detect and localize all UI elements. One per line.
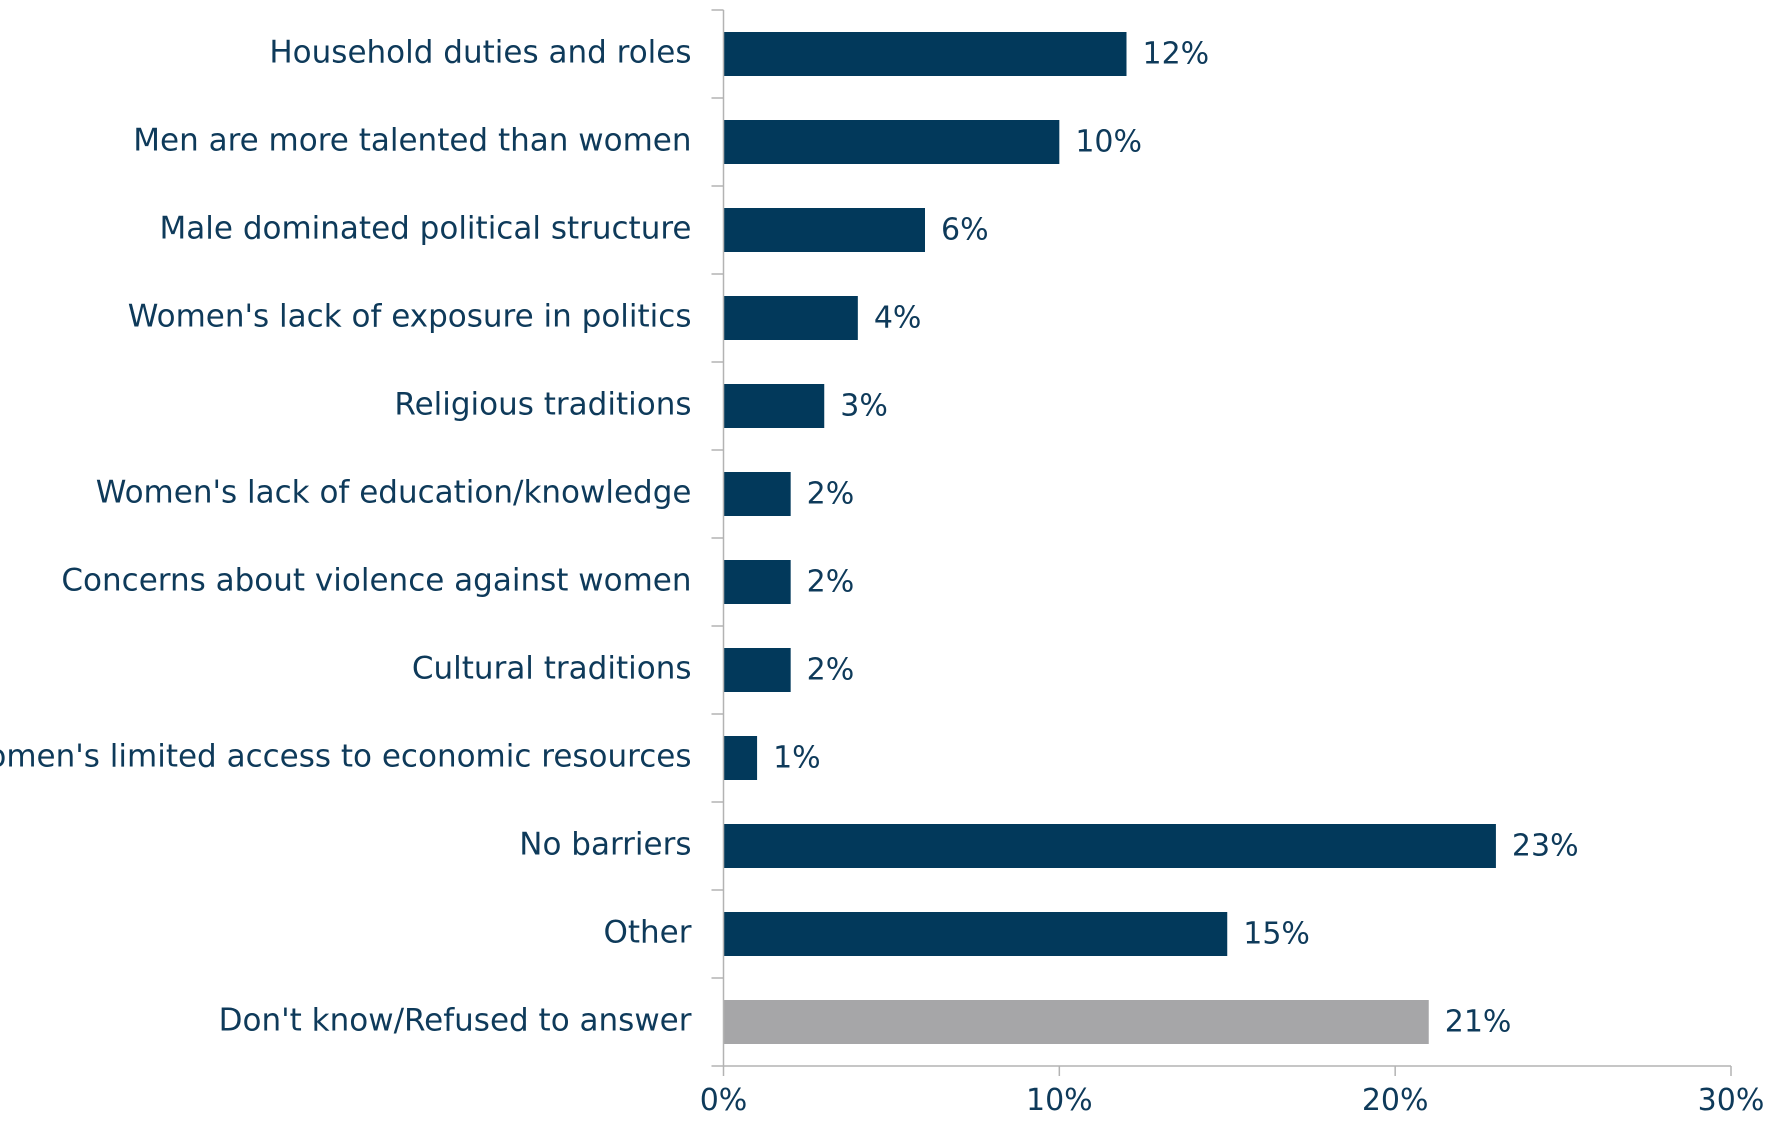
bar [723,912,1228,956]
axes [722,10,1731,1067]
category-label: Household duties and roles [269,35,691,71]
bar [723,472,791,516]
bar [723,32,1127,76]
data-label: 6% [941,213,989,248]
category-label: Concerns about violence against women [61,563,691,599]
data-label: 4% [874,301,922,336]
bar [723,736,758,780]
bar [723,560,791,604]
category-label: Women's lack of exposure in politics [128,299,692,335]
data-label: 10% [1075,125,1142,160]
bar [723,208,925,252]
category-label: Male dominated political structure [160,211,692,247]
bar [723,120,1060,164]
axis-ticks [711,9,1732,1076]
category-label: Women's limited access to economic resou… [0,739,692,775]
x-tick-labels: 0% 10% 20% 30% [700,1083,1765,1118]
category-label: Religious traditions [394,387,691,423]
data-label: 23% [1512,829,1579,864]
x-tick-label: 20% [1362,1083,1429,1118]
category-label: Other [603,915,691,951]
data-label: 1% [773,741,821,776]
category-labels: Household duties and roles Men are more t… [0,35,692,1039]
category-label: Women's lack of education/knowledge [96,475,692,511]
data-label: 21% [1445,1005,1512,1040]
x-tick-label: 0% [700,1083,748,1118]
bar [723,384,825,428]
bars-group [723,32,1496,1044]
data-label: 2% [807,477,855,512]
x-tick-label: 10% [1026,1083,1093,1118]
data-label: 2% [807,653,855,688]
bar [723,824,1496,868]
category-label: No barriers [519,827,691,863]
bar [723,648,791,692]
bar [723,296,858,340]
data-label: 12% [1143,37,1210,72]
value-labels: 12% 10% 6% 4% 3% 2% 2% 2% 1% 23% 15% 21% [773,37,1579,1040]
bar [723,1000,1429,1044]
category-label: Cultural traditions [412,651,692,687]
x-tick-label: 30% [1698,1083,1765,1118]
data-label: 3% [840,389,888,424]
data-label: 2% [807,565,855,600]
category-label: Don't know/Refused to answer [219,1003,692,1039]
category-label: Men are more talented than women [133,123,691,159]
data-label: 15% [1243,917,1310,952]
